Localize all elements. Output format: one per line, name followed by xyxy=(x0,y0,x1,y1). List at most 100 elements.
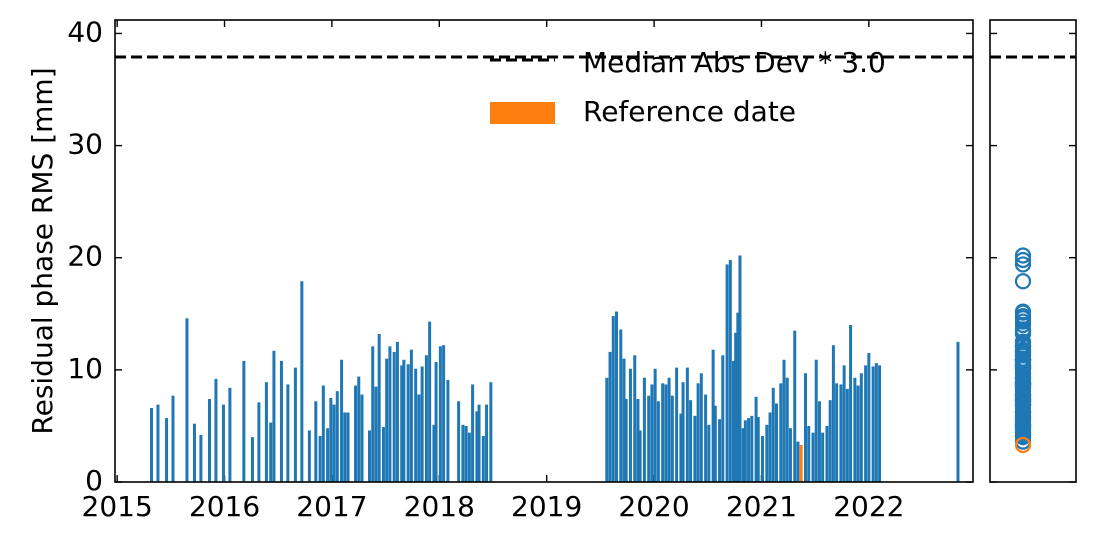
y-tick-label: 30 xyxy=(67,128,103,161)
bar xyxy=(286,384,290,482)
bar xyxy=(385,358,389,482)
bar xyxy=(653,368,657,482)
bar xyxy=(343,412,347,482)
bar xyxy=(165,418,169,482)
bar xyxy=(736,312,740,482)
bar xyxy=(956,341,960,482)
bar xyxy=(417,394,421,482)
y-tick-label: 0 xyxy=(85,464,103,497)
bar xyxy=(859,373,863,482)
bar xyxy=(307,430,311,482)
bar xyxy=(432,424,436,482)
bar xyxy=(679,413,683,482)
bar xyxy=(661,383,665,482)
bar xyxy=(696,383,700,482)
bar xyxy=(400,365,404,482)
bar xyxy=(856,385,860,482)
side-point xyxy=(1014,365,1032,382)
bar xyxy=(293,367,297,482)
side-point xyxy=(1014,357,1032,374)
side-point xyxy=(1014,333,1032,350)
bar xyxy=(728,259,732,482)
bar xyxy=(828,400,832,482)
bar xyxy=(817,401,821,482)
bar xyxy=(785,377,789,482)
bar xyxy=(867,353,871,482)
bar xyxy=(788,428,792,482)
x-tick-label: 2022 xyxy=(833,490,904,523)
bar xyxy=(368,430,372,482)
x-tick-label: 2020 xyxy=(618,490,689,523)
bar xyxy=(756,416,760,482)
bar xyxy=(611,316,615,482)
bar xyxy=(434,362,438,482)
side-point xyxy=(1014,417,1032,435)
bar xyxy=(442,345,446,482)
bar xyxy=(638,430,642,482)
bar xyxy=(796,441,800,482)
bar xyxy=(681,382,685,482)
bar xyxy=(704,394,708,482)
legend-reference-swatch xyxy=(490,102,555,124)
x-tick-label: 2015 xyxy=(82,490,153,523)
bar xyxy=(689,400,693,482)
bar xyxy=(642,377,646,482)
bar xyxy=(354,385,358,482)
bar xyxy=(477,404,481,482)
bar xyxy=(624,399,628,482)
bar xyxy=(656,401,660,482)
bar xyxy=(713,405,717,482)
bar xyxy=(664,384,668,482)
bar xyxy=(821,432,825,482)
bar xyxy=(636,399,640,482)
bar xyxy=(831,345,835,482)
bar xyxy=(768,412,772,482)
bar xyxy=(199,434,203,482)
bar xyxy=(811,432,815,482)
bar xyxy=(457,401,461,482)
bar xyxy=(300,281,304,482)
side-reference-point xyxy=(1014,436,1032,454)
bar xyxy=(192,423,196,482)
bar xyxy=(207,399,211,482)
bar xyxy=(741,428,745,482)
y-tick-label: 40 xyxy=(67,15,103,48)
bar xyxy=(747,418,751,482)
bar xyxy=(250,437,254,482)
side-point xyxy=(1014,304,1032,321)
bar xyxy=(485,404,489,482)
plot-frame xyxy=(114,19,974,483)
bar xyxy=(771,387,775,482)
bar xyxy=(779,383,783,482)
bar xyxy=(667,377,671,482)
bar xyxy=(461,424,465,482)
bar xyxy=(774,403,778,482)
bar xyxy=(242,360,246,482)
bar xyxy=(814,359,818,482)
bar xyxy=(842,365,846,482)
side-frame xyxy=(989,19,1077,483)
bar xyxy=(845,388,849,482)
x-tick-label: 2021 xyxy=(726,490,797,523)
bar xyxy=(279,360,283,482)
bar xyxy=(650,384,654,482)
bar xyxy=(675,367,679,482)
bar xyxy=(185,318,189,482)
bar xyxy=(732,360,736,482)
bar xyxy=(392,351,396,482)
bar xyxy=(332,404,336,482)
bar xyxy=(878,365,882,482)
bar xyxy=(874,363,878,482)
x-tick-label: 2017 xyxy=(296,490,367,523)
bar xyxy=(799,444,803,482)
bar xyxy=(272,350,276,482)
bar xyxy=(269,422,273,482)
bar xyxy=(871,366,875,482)
bar xyxy=(628,368,632,482)
bar xyxy=(414,368,418,482)
bar xyxy=(734,332,738,482)
bar xyxy=(475,411,479,482)
bar xyxy=(481,436,485,482)
bar xyxy=(381,427,385,482)
